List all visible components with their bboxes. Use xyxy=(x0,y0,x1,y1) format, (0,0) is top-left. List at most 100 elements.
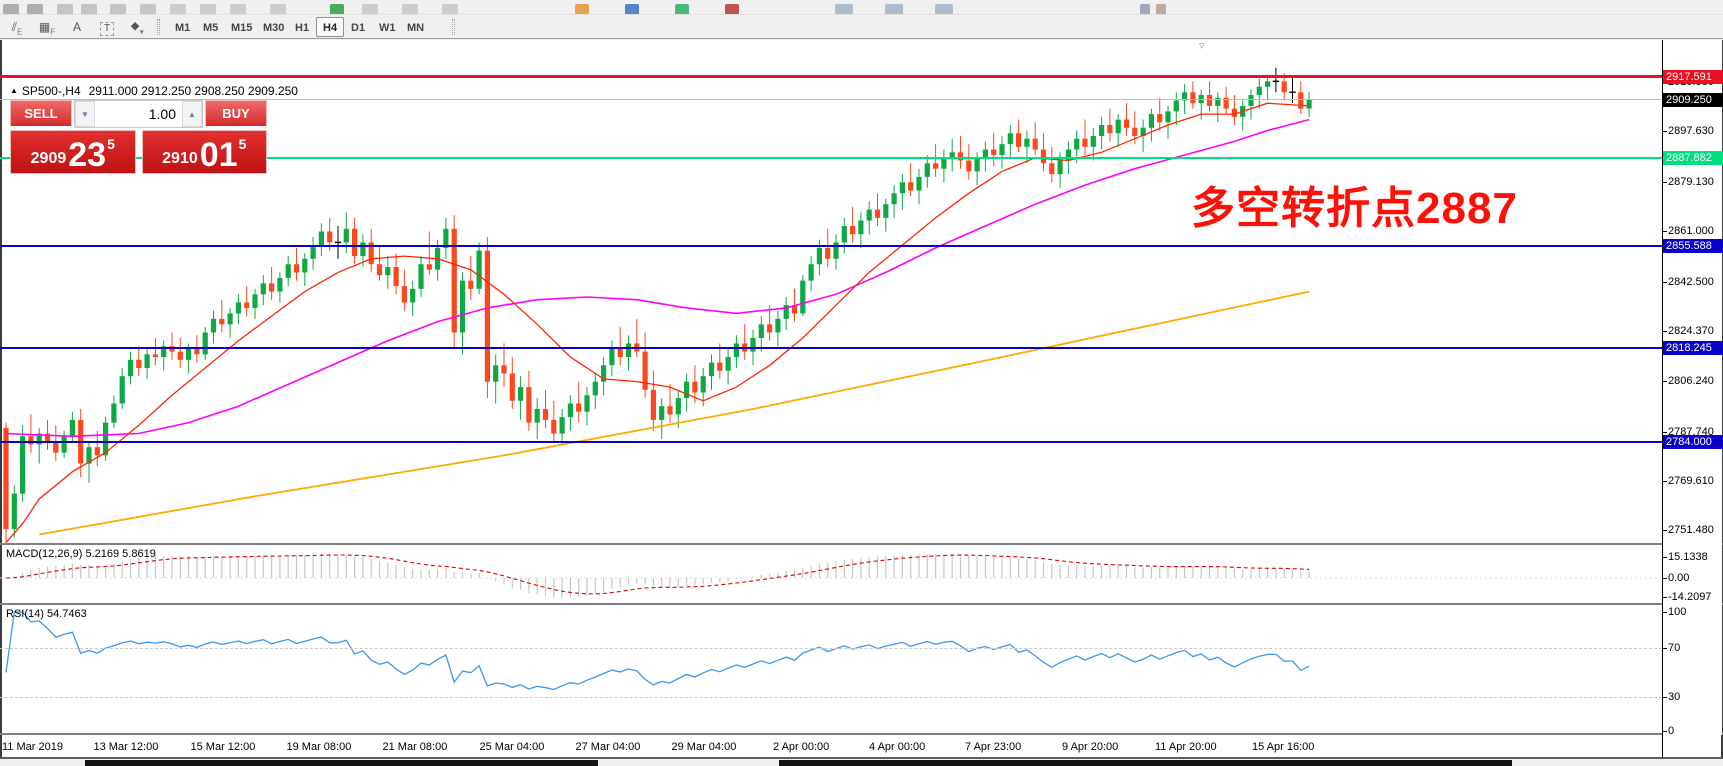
price-tick-mark xyxy=(1662,231,1667,233)
toolbar-icon-partial[interactable] xyxy=(675,4,689,14)
text-label-icon[interactable]: A xyxy=(72,20,81,34)
toolbar-icon-partial[interactable] xyxy=(200,4,216,14)
panel-separator[interactable] xyxy=(0,543,1723,545)
toolbar-icon-partial[interactable] xyxy=(330,4,344,14)
candle-body xyxy=(999,144,1005,156)
text-box-icon[interactable]: T xyxy=(94,17,120,37)
timeframe-button-h1[interactable]: H1 xyxy=(295,22,310,34)
toolbar-icon-partial[interactable] xyxy=(27,4,43,14)
price-tick-label: 2861.000 xyxy=(1668,225,1714,238)
time-axis-label: 15 Mar 12:00 xyxy=(190,741,256,753)
background-window-edge xyxy=(85,760,598,766)
candle-body xyxy=(1107,125,1113,134)
toolbar-icon-partial[interactable] xyxy=(1156,4,1166,14)
candle-body xyxy=(1231,108,1237,117)
toolbar-icon-partial[interactable] xyxy=(110,4,126,14)
candle-body xyxy=(1123,119,1130,128)
price-level-line[interactable] xyxy=(0,75,1662,79)
toolbar-icon-partial[interactable] xyxy=(725,4,739,14)
time-axis-label: 19 Mar 08:00 xyxy=(286,741,352,753)
candle-body xyxy=(1298,92,1304,109)
candle-body xyxy=(1165,111,1171,123)
panel-separator[interactable] xyxy=(0,602,1723,605)
timeframe-button-m5[interactable]: M5 xyxy=(203,22,219,34)
macd-indicator-canvas[interactable] xyxy=(0,546,1662,602)
toolbar-icon-partial[interactable] xyxy=(442,4,458,14)
macd-label: MACD(12,26,9) 5.2169 5.8619 xyxy=(6,548,156,560)
rsi-indicator-canvas[interactable] xyxy=(0,605,1662,733)
toolbar-icon-partial[interactable] xyxy=(170,4,186,14)
price-level-line[interactable] xyxy=(0,440,1662,443)
candle-body xyxy=(1140,127,1146,136)
candle-body xyxy=(725,357,731,371)
volume-input[interactable]: 1.00 xyxy=(148,106,176,122)
toolbar-icon-partial[interactable] xyxy=(935,4,953,14)
bid-price-display[interactable]: 2909 23 5 xyxy=(10,130,136,174)
price-level-line[interactable] xyxy=(0,99,1662,101)
rsi-axis-label: 100 xyxy=(1668,606,1687,618)
timeframe-button-mn[interactable]: MN xyxy=(407,22,425,34)
timeframe-button-m15[interactable]: M15 xyxy=(231,22,253,34)
candle-body xyxy=(551,419,557,434)
collapse-trade-panel-arrow[interactable]: ▲ xyxy=(10,86,18,95)
macd-tick-mark xyxy=(1662,557,1667,558)
toolbar-icon-partial[interactable] xyxy=(362,4,378,14)
rsi-tick-mark xyxy=(1662,612,1667,613)
equidistant-channel-icon[interactable]: ⫽E xyxy=(11,20,23,37)
candle-body xyxy=(1148,114,1154,128)
time-axis-label: 29 Mar 04:00 xyxy=(671,741,737,753)
price-axis[interactable] xyxy=(1663,40,1722,735)
toolbar-icon-partial[interactable] xyxy=(230,4,246,14)
candle-body xyxy=(476,250,482,289)
timeframe-button-d1[interactable]: D1 xyxy=(351,22,366,34)
fibo-grid-icon[interactable]: ▦F xyxy=(38,20,56,37)
candle-body xyxy=(360,242,366,257)
toolbar-icon-partial[interactable] xyxy=(270,4,286,14)
volume-decrease-button[interactable]: ▼ xyxy=(75,101,95,127)
candle-body xyxy=(1024,138,1030,147)
toolbar-icon-partial[interactable] xyxy=(402,4,418,14)
candle-body xyxy=(1182,92,1188,101)
candle-body xyxy=(318,231,324,246)
candle-body xyxy=(227,313,233,325)
volume-increase-button[interactable]: ▲ xyxy=(182,101,202,127)
main-chart-canvas[interactable] xyxy=(0,40,1662,544)
toolbar-icon-partial[interactable] xyxy=(3,4,19,14)
chart-shift-marker[interactable]: ▿ xyxy=(1199,40,1205,52)
timeframe-button-m30[interactable]: M30 xyxy=(263,22,285,34)
candle-body xyxy=(493,365,499,382)
ask-price-display[interactable]: 2910 01 5 xyxy=(141,130,267,174)
panel-separator[interactable] xyxy=(0,733,1723,735)
candle-body xyxy=(269,283,275,292)
toolbar-icon-partial[interactable] xyxy=(885,4,903,14)
arrow-style-icon[interactable]: ⯁▾ xyxy=(130,20,144,37)
toolbar-icon-partial[interactable] xyxy=(140,4,156,14)
toolbar-icon-partial[interactable] xyxy=(575,4,589,14)
toolbar-icon-partial[interactable] xyxy=(1140,4,1150,14)
candle-body xyxy=(584,395,590,412)
candle-body xyxy=(908,182,914,191)
price-level-line[interactable] xyxy=(0,157,1662,160)
candle-body xyxy=(202,332,208,355)
buy-button[interactable]: BUY xyxy=(205,100,267,128)
timeframe-button-w1[interactable]: W1 xyxy=(379,22,396,34)
toolbar-icon-partial[interactable] xyxy=(625,4,639,14)
toolbar-icon-partial[interactable] xyxy=(57,4,73,14)
candle-body xyxy=(1157,114,1163,123)
candle-body xyxy=(982,149,988,158)
price-tick-mark xyxy=(1662,281,1667,283)
chart-text-annotation[interactable]: 多空转折点2887 xyxy=(1191,184,1518,233)
price-level-line[interactable] xyxy=(0,347,1662,350)
timeframe-button-m1[interactable]: M1 xyxy=(175,22,191,34)
timeframe-button-h4[interactable]: H4 xyxy=(316,17,345,37)
candle-body xyxy=(576,403,582,412)
rsi-line xyxy=(5,611,1310,691)
candle-body xyxy=(210,318,217,333)
toolbar-icon-partial[interactable] xyxy=(835,4,853,14)
candle-body xyxy=(567,403,573,418)
price-level-line[interactable] xyxy=(0,245,1662,248)
price-tick-label: 2897.630 xyxy=(1668,125,1714,138)
toolbar-icon-partial[interactable] xyxy=(81,4,97,14)
candle-body xyxy=(700,376,706,393)
sell-button[interactable]: SELL xyxy=(10,100,72,128)
